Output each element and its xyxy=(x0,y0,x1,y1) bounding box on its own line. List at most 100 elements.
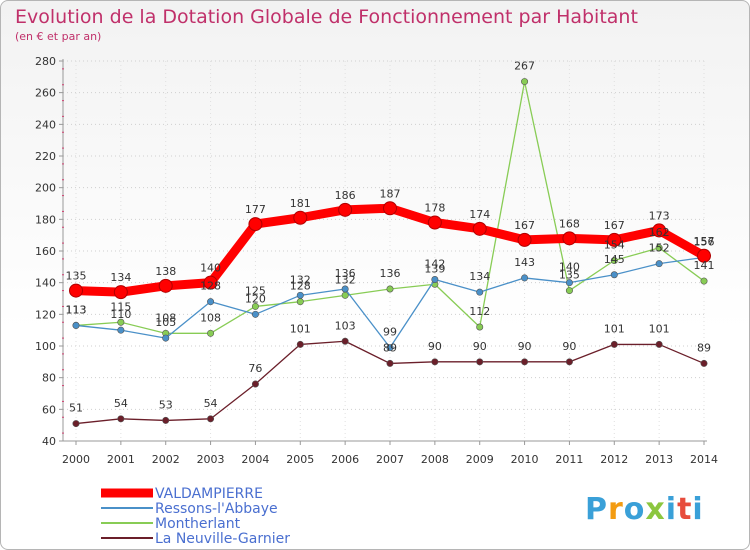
x-tick-label: 2006 xyxy=(331,453,359,466)
data-point-montherlant xyxy=(476,323,484,331)
data-point-la-neuville-garnier xyxy=(476,358,484,366)
legend-label: Montherlant xyxy=(155,516,241,532)
data-point-montherlant xyxy=(207,329,215,337)
data-point-valdampierre xyxy=(293,210,308,225)
legend-label: Ressons-l'Abbaye xyxy=(155,501,278,517)
data-point-la-neuville-garnier xyxy=(521,358,529,366)
data-point-valdampierre xyxy=(607,232,622,247)
data-label: 157 xyxy=(694,235,715,248)
data-point-ressons-l-abbaye xyxy=(476,288,484,296)
y-tick-label: 280 xyxy=(35,55,56,68)
data-label: 89 xyxy=(697,341,711,354)
data-label: 112 xyxy=(469,305,490,318)
data-label: 135 xyxy=(66,270,87,283)
svg-text:Proxiti: Proxiti xyxy=(585,492,704,527)
x-tick-label: 2004 xyxy=(241,453,269,466)
x-tick-label: 2012 xyxy=(600,453,628,466)
data-label: 90 xyxy=(473,340,487,353)
data-label: 113 xyxy=(66,303,87,316)
data-point-valdampierre xyxy=(697,248,711,263)
data-label: 154 xyxy=(604,239,625,252)
data-point-ressons-l-abbaye xyxy=(72,321,80,329)
data-point-montherlant xyxy=(521,78,529,86)
x-tick-label: 2007 xyxy=(376,453,404,466)
data-label: 178 xyxy=(424,202,445,215)
data-label: 110 xyxy=(110,308,131,321)
data-label: 139 xyxy=(424,262,445,275)
x-tick-label: 2000 xyxy=(62,453,90,466)
data-point-montherlant xyxy=(296,298,304,306)
data-point-valdampierre xyxy=(517,232,532,247)
y-tick-label: 100 xyxy=(35,340,56,353)
data-point-la-neuville-garnier xyxy=(72,420,80,428)
data-point-la-neuville-garnier xyxy=(386,359,394,367)
x-tick-label: 2010 xyxy=(511,453,539,466)
data-point-valdampierre xyxy=(652,223,667,238)
y-tick-label: 60 xyxy=(42,403,56,416)
data-label: 173 xyxy=(649,209,670,222)
data-label: 132 xyxy=(290,273,311,286)
data-point-montherlant xyxy=(610,256,618,264)
data-label: 177 xyxy=(245,203,266,216)
data-point-montherlant xyxy=(251,302,259,310)
data-point-valdampierre xyxy=(383,201,397,216)
series xyxy=(69,78,711,428)
grid xyxy=(63,60,707,442)
data-labels: 135 134 138 140 177 181 186 187 178 174 167 168 167 1… xyxy=(66,60,715,415)
data-point-valdampierre xyxy=(562,231,577,246)
data-label: 138 xyxy=(155,265,176,278)
y-tick-label: 140 xyxy=(35,277,56,290)
data-label: 168 xyxy=(559,217,580,230)
data-point-la-neuville-garnier xyxy=(296,340,304,348)
data-label: 140 xyxy=(200,262,221,275)
data-label: 187 xyxy=(380,187,401,200)
data-point-ressons-l-abbaye xyxy=(207,298,215,306)
data-label: 128 xyxy=(200,280,221,293)
data-label: 152 xyxy=(649,242,670,255)
x-tick-label: 2005 xyxy=(286,453,314,466)
y-tick-label: 240 xyxy=(35,118,56,131)
data-label: 101 xyxy=(649,322,670,335)
data-point-montherlant xyxy=(565,287,573,295)
data-point-valdampierre xyxy=(338,202,353,217)
y-tick-label: 120 xyxy=(35,308,56,321)
x-tick-label: 2003 xyxy=(197,453,225,466)
data-label: 54 xyxy=(204,397,218,410)
data-label: 90 xyxy=(518,340,532,353)
data-point-valdampierre xyxy=(248,217,263,232)
data-point-valdampierre xyxy=(113,285,128,300)
data-label: 89 xyxy=(383,341,397,354)
data-label: 167 xyxy=(604,219,625,232)
data-label: 167 xyxy=(514,219,535,232)
data-label: 134 xyxy=(469,270,490,283)
data-point-ressons-l-abbaye xyxy=(251,310,259,318)
chart-title: Evolution de la Dotation Globale de Fonc… xyxy=(15,6,638,28)
data-point-valdampierre xyxy=(158,278,173,293)
data-label: 136 xyxy=(335,267,356,280)
x-tick-label: 2011 xyxy=(555,453,583,466)
data-point-la-neuville-garnier xyxy=(700,359,708,367)
data-label: 125 xyxy=(245,284,266,297)
data-label: 76 xyxy=(248,362,262,375)
data-label: 105 xyxy=(155,316,176,329)
data-point-montherlant xyxy=(700,277,708,285)
y-tick-label: 220 xyxy=(35,150,56,163)
data-point-la-neuville-garnier xyxy=(610,340,618,348)
data-label: 136 xyxy=(380,267,401,280)
chart-subtitle: (en € et par an) xyxy=(15,30,101,43)
x-tick-label: 2009 xyxy=(466,453,494,466)
data-label: 108 xyxy=(155,311,176,324)
data-point-valdampierre xyxy=(472,221,487,236)
data-label: 53 xyxy=(159,398,173,411)
data-point-ressons-l-abbaye xyxy=(341,285,349,293)
data-point-la-neuville-garnier xyxy=(251,380,259,388)
data-point-ressons-l-abbaye xyxy=(386,344,394,352)
data-point-valdampierre xyxy=(69,283,83,298)
y-tick-label: 180 xyxy=(35,213,56,226)
data-label: 132 xyxy=(335,273,356,286)
y-tick-label: 260 xyxy=(35,87,56,100)
data-point-ressons-l-abbaye xyxy=(655,260,663,268)
axes: 40 60 80 100 120 140 160 180 200 220 240 260 280 2000… xyxy=(35,55,718,466)
data-label: 162 xyxy=(649,226,670,239)
